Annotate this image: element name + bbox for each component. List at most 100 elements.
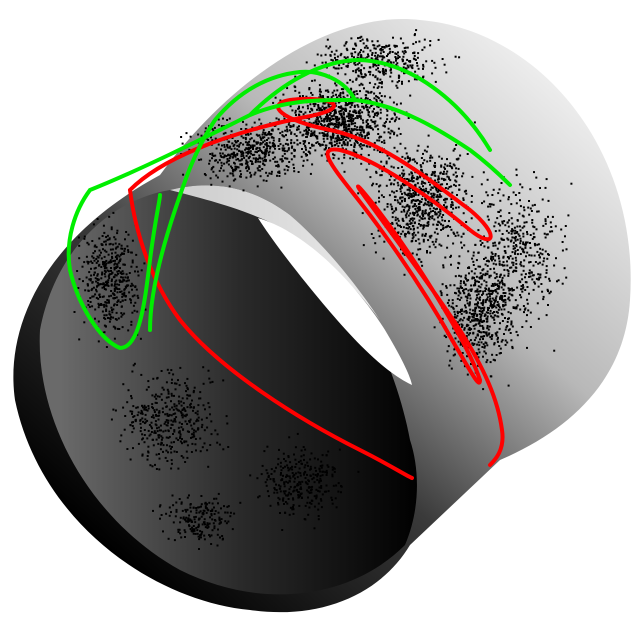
scatter-point	[95, 290, 98, 293]
scatter-point	[431, 72, 434, 75]
scatter-point	[255, 142, 258, 145]
scatter-point	[252, 146, 254, 148]
scatter-point	[272, 136, 275, 139]
scatter-point	[345, 148, 348, 151]
scatter-point	[457, 290, 460, 292]
scatter-point	[147, 451, 150, 454]
scatter-point	[302, 133, 305, 136]
scatter-point	[501, 281, 504, 284]
scatter-point	[524, 307, 527, 310]
scatter-point	[154, 423, 157, 426]
scatter-point	[539, 252, 542, 255]
scatter-point	[363, 87, 365, 90]
scatter-point	[490, 251, 493, 254]
scatter-point	[240, 173, 242, 176]
scatter-point	[356, 115, 359, 118]
scatter-point	[103, 303, 105, 306]
scatter-point	[152, 438, 154, 441]
scatter-point	[498, 327, 501, 330]
scatter-point	[473, 327, 476, 330]
scatter-point	[438, 243, 441, 246]
scatter-point	[431, 59, 434, 62]
scatter-point	[398, 117, 401, 120]
scatter-point	[390, 208, 393, 211]
scatter-point	[468, 272, 470, 275]
scatter-point	[198, 397, 201, 400]
scatter-point	[455, 180, 458, 183]
scatter-point	[331, 59, 334, 62]
scatter-point	[416, 175, 419, 178]
scatter-point	[493, 299, 496, 302]
scatter-point	[324, 148, 327, 151]
scatter-point	[463, 288, 466, 291]
scatter-point	[549, 230, 552, 233]
scatter-point	[118, 283, 121, 286]
scatter-point	[491, 252, 494, 255]
scatter-point	[399, 188, 402, 190]
scatter-point	[108, 273, 111, 276]
scatter-point	[242, 189, 245, 192]
scatter-point	[519, 246, 522, 249]
scatter-point	[93, 267, 96, 270]
scatter-point	[513, 247, 516, 250]
scatter-point	[213, 506, 215, 509]
scatter-point	[406, 155, 409, 158]
scatter-point	[253, 173, 256, 176]
scatter-point	[518, 225, 521, 228]
scatter-point	[503, 264, 506, 267]
scatter-point	[465, 310, 468, 312]
scatter-point	[351, 80, 354, 83]
scatter-point	[137, 411, 140, 414]
scatter-point	[357, 115, 360, 118]
scatter-point	[101, 243, 104, 246]
scatter-point	[217, 143, 220, 146]
scatter-point	[298, 105, 300, 108]
scatter-point	[486, 270, 489, 273]
scatter-point	[378, 185, 381, 188]
scatter-point	[105, 236, 108, 238]
scatter-point	[167, 436, 170, 439]
scatter-point	[495, 275, 498, 278]
scatter-point	[413, 214, 416, 216]
scatter-point	[364, 57, 367, 60]
scatter-point	[432, 223, 435, 226]
scatter-point	[335, 93, 337, 96]
scatter-point	[561, 241, 564, 243]
scatter-point	[462, 199, 465, 201]
scatter-point	[113, 268, 116, 271]
scatter-point	[164, 429, 167, 432]
scatter-point	[493, 311, 495, 313]
scatter-point	[523, 209, 526, 212]
scatter-point	[213, 525, 216, 528]
scatter-point	[546, 288, 549, 291]
scatter-point	[391, 190, 394, 193]
scatter-point	[142, 420, 144, 423]
scatter-point	[486, 296, 489, 299]
scatter-point	[436, 216, 439, 219]
scatter-point	[511, 236, 514, 239]
scatter-point	[121, 326, 124, 329]
scatter-point	[230, 148, 233, 151]
scatter-point	[170, 419, 173, 422]
scatter-point	[337, 482, 340, 485]
scatter-point	[381, 81, 383, 84]
scatter-point	[206, 449, 209, 452]
scatter-point	[277, 484, 280, 487]
scatter-point	[182, 428, 184, 431]
scatter-point	[119, 440, 122, 443]
scatter-point	[450, 305, 453, 308]
scatter-point	[492, 358, 495, 361]
scatter-point	[119, 267, 121, 270]
scatter-point	[404, 157, 407, 160]
scatter-point	[222, 169, 225, 172]
scatter-point	[226, 511, 229, 514]
scatter-point	[442, 227, 444, 230]
scatter-point	[298, 496, 300, 499]
scatter-point	[261, 152, 264, 155]
scatter-point	[334, 497, 337, 500]
scatter-point	[404, 235, 407, 238]
scatter-point	[357, 53, 360, 56]
scatter-point	[510, 323, 513, 326]
scatter-point	[508, 212, 511, 214]
scatter-point	[206, 522, 209, 525]
